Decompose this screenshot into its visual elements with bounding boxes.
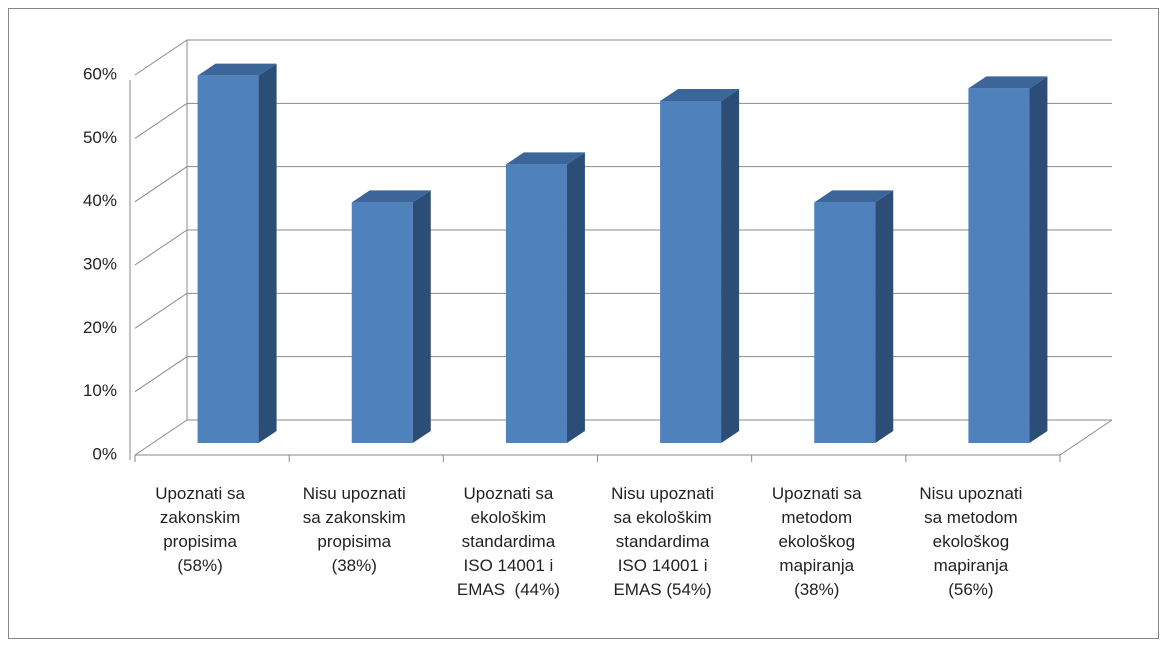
- bar-side: [1029, 76, 1048, 443]
- y-tick-label: 0%: [92, 444, 117, 463]
- bar-side: [412, 190, 431, 443]
- y-tick-label: 30%: [83, 254, 117, 273]
- bar-top: [505, 152, 585, 165]
- y-tick-label: 40%: [83, 191, 117, 210]
- bar-top: [968, 76, 1048, 89]
- bar: [814, 190, 894, 443]
- bar-front: [505, 164, 567, 444]
- grid-line: [134, 39, 1112, 76]
- y-tick-label: 10%: [83, 381, 117, 400]
- y-tick-label: 20%: [83, 318, 117, 337]
- bar-front: [351, 202, 413, 443]
- bar: [351, 190, 431, 443]
- bar: [505, 152, 585, 444]
- grid-line: [134, 356, 1112, 393]
- bar-top: [660, 89, 740, 101]
- bar: [968, 76, 1048, 443]
- bar-side: [566, 152, 585, 444]
- x-tick-label: Upoznati sa metodom ekološkog mapiranja …: [771, 484, 862, 599]
- bar-top: [351, 190, 431, 203]
- bar: [660, 89, 740, 443]
- bar-top: [197, 63, 277, 76]
- bar-top: [814, 190, 894, 203]
- x-tick-label: Nisu upoznati sa zakonskim propisima (38…: [302, 484, 406, 575]
- grid-line: [134, 229, 1112, 266]
- grid-line: [134, 102, 1112, 139]
- floor-right: [1059, 419, 1113, 456]
- grid-line: [134, 166, 1112, 203]
- grid-line: [134, 292, 1112, 329]
- bar-front: [197, 75, 259, 444]
- x-tick-label: Nisu upoznati sa metodom ekološkog mapir…: [919, 484, 1023, 599]
- bar-side: [258, 63, 277, 444]
- grid-line: [134, 419, 1112, 456]
- bar-side: [875, 190, 894, 443]
- bar: [197, 63, 277, 444]
- y-tick-label: 50%: [83, 128, 117, 147]
- y-tick-label: 60%: [83, 64, 117, 83]
- x-tick-label: Upoznati sa zakonskim propisima (58%): [155, 484, 245, 575]
- bar-front: [814, 202, 876, 443]
- x-tick-label: Nisu upoznati sa ekološkim standardima I…: [611, 484, 715, 599]
- bar-side: [721, 89, 740, 443]
- x-tick-label: Upoznati sa ekološkim standardima ISO 14…: [456, 484, 560, 599]
- bar-front: [968, 88, 1030, 443]
- chart-frame: [8, 8, 1159, 639]
- bar-front: [660, 101, 722, 443]
